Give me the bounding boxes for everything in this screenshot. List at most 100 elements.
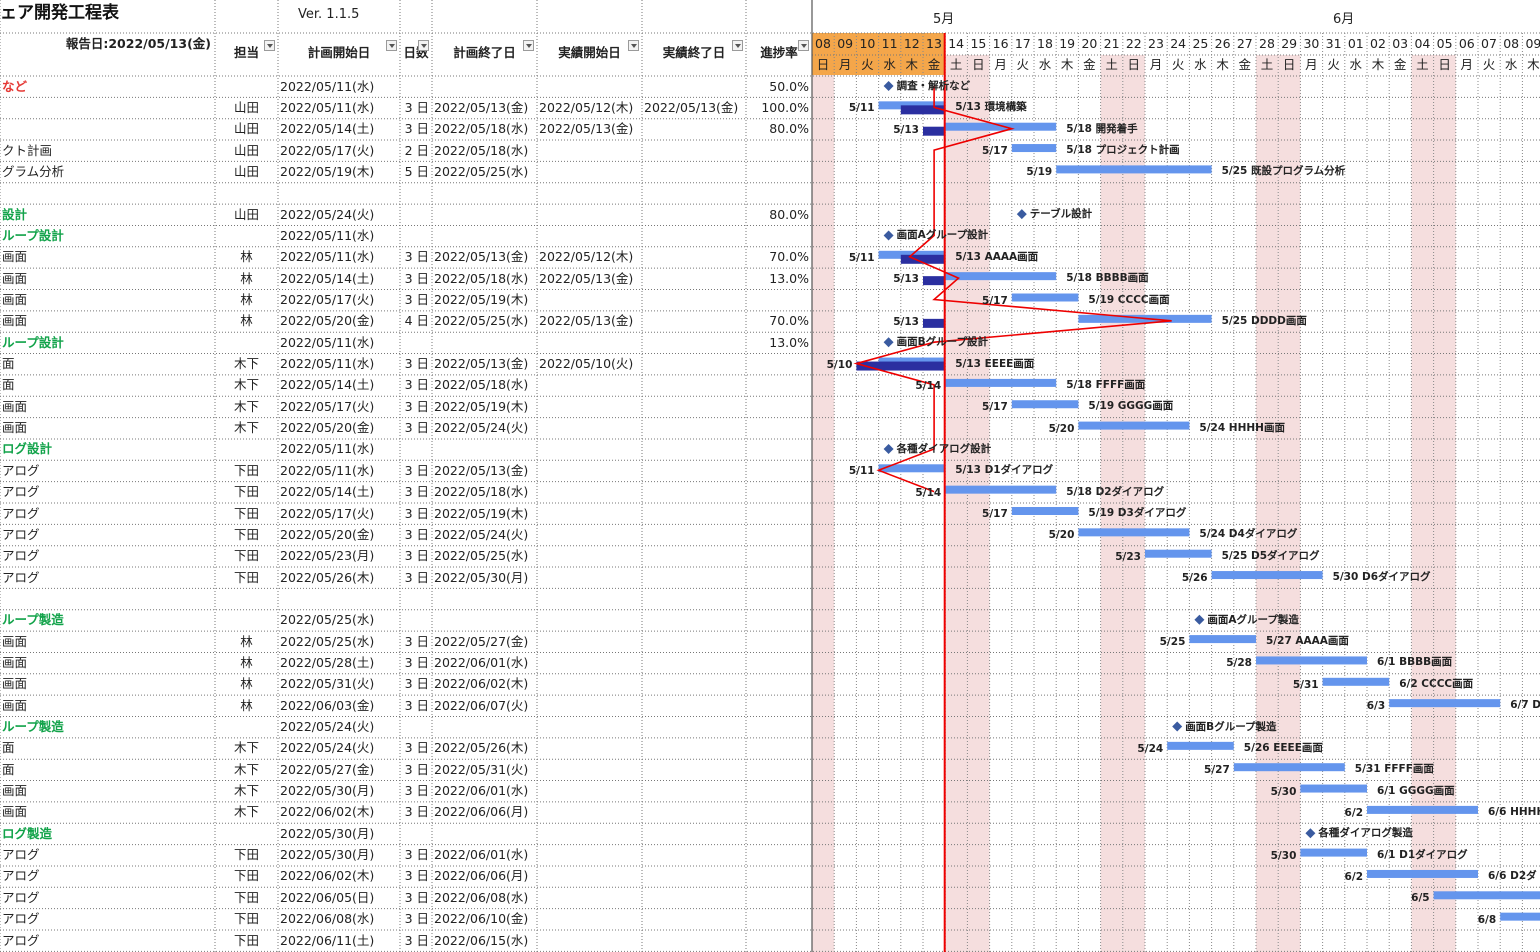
bar-end-label: 5/18 BBBB画面 xyxy=(1066,272,1149,285)
plan-bar[interactable] xyxy=(1256,656,1367,665)
plan-bar[interactable] xyxy=(945,122,1057,131)
bar-start-label: 6/2 xyxy=(1344,806,1363,819)
filter-dropdown-icon[interactable] xyxy=(386,40,397,51)
plan-bar[interactable] xyxy=(1011,293,1079,302)
plan-start-date: 2022/06/02(木) xyxy=(280,868,375,884)
plan-start-date: 2022/05/14(土) xyxy=(280,484,375,500)
task-name: アログ xyxy=(2,505,40,521)
plan-bar[interactable] xyxy=(1233,763,1345,772)
milestone-diamond-icon[interactable] xyxy=(1194,614,1205,625)
bar-start-label: 5/17 xyxy=(982,401,1008,414)
bar-start-label: 5/11 xyxy=(848,465,875,478)
bar-end-label: 6/6 D2ダ xyxy=(1488,869,1537,882)
plan-end-date: 2022/05/13(金) xyxy=(434,462,529,478)
filter-dropdown-icon[interactable] xyxy=(798,40,809,51)
task-name: など xyxy=(2,78,28,94)
filter-dropdown-icon[interactable] xyxy=(264,40,275,51)
plan-bar[interactable] xyxy=(1322,677,1390,686)
plan-start-date: 2022/05/19(木) xyxy=(280,163,375,179)
progress-rate: 50.0% xyxy=(769,78,809,94)
bar-start-label: 5/28 xyxy=(1226,657,1252,670)
bar-end-label: 5/30 D6ダイアログ xyxy=(1332,571,1431,584)
assignee: 木下 xyxy=(233,356,259,372)
plan-end-date: 2022/06/01(水) xyxy=(434,654,529,670)
milestone-diamond-icon[interactable] xyxy=(883,337,894,348)
plan-bar[interactable] xyxy=(1300,848,1367,857)
task-name: 面 xyxy=(2,356,15,372)
filter-dropdown-icon[interactable] xyxy=(732,40,743,51)
plan-end-date: 2022/06/01(水) xyxy=(434,783,529,799)
plan-bar[interactable] xyxy=(1011,400,1079,409)
plan-start-date: 2022/05/11(水) xyxy=(280,99,375,115)
bar-end-label: 5/13 EEEE画面 xyxy=(955,357,1035,370)
plan-bar[interactable] xyxy=(1300,784,1367,793)
filter-dropdown-icon[interactable] xyxy=(523,40,534,51)
plan-bar[interactable] xyxy=(945,485,1057,494)
plan-bar[interactable] xyxy=(1389,699,1501,708)
version-label: Ver. 1.1.5 xyxy=(298,7,360,22)
plan-bar[interactable] xyxy=(1011,144,1057,153)
duration: 3 日 xyxy=(404,377,429,393)
day-number-11: 19 xyxy=(1059,36,1076,51)
plan-bar[interactable] xyxy=(945,272,1057,281)
actual-bar[interactable] xyxy=(900,105,946,115)
actual-bar[interactable] xyxy=(923,276,946,286)
plan-start-date: 2022/05/24(火) xyxy=(280,740,375,756)
actual-bar[interactable] xyxy=(923,318,946,328)
bar-end-label: 5/25 既設プログラム分析 xyxy=(1221,165,1346,178)
plan-bar[interactable] xyxy=(1433,891,1540,900)
plan-bar[interactable] xyxy=(1078,528,1190,537)
weekday-9: 火 xyxy=(1016,57,1030,72)
milestone-diamond-icon[interactable] xyxy=(1172,721,1183,732)
plan-bar[interactable] xyxy=(945,378,1057,387)
filter-dropdown-icon[interactable] xyxy=(628,40,639,51)
weekday-5: 金 xyxy=(927,57,941,72)
bar-start-label: 6/5 xyxy=(1411,892,1430,905)
bar-end-label: 5/27 AAAA画面 xyxy=(1266,635,1349,648)
milestone-diamond-icon[interactable] xyxy=(1016,209,1027,220)
progress-line xyxy=(853,86,1172,493)
task-name: アログ xyxy=(2,932,40,948)
plan-start-date: 2022/05/11(水) xyxy=(280,78,375,94)
plan-bar[interactable] xyxy=(1167,741,1234,750)
filter-dropdown-icon[interactable] xyxy=(418,40,429,51)
header-tanto: 担当 xyxy=(233,45,259,60)
duration: 3 日 xyxy=(404,697,429,713)
weekend-column xyxy=(1100,55,1123,952)
milestone-diamond-icon[interactable] xyxy=(1305,828,1316,839)
actual-bar[interactable] xyxy=(856,361,946,371)
plan-bar[interactable] xyxy=(1211,571,1323,580)
day-number-12: 20 xyxy=(1081,36,1098,51)
assignee: 木下 xyxy=(233,740,259,756)
milestone-diamond-icon[interactable] xyxy=(883,230,894,241)
plan-bar[interactable] xyxy=(1189,635,1256,644)
plan-end-date: 2022/05/25(水) xyxy=(434,313,529,329)
plan-bar[interactable] xyxy=(1500,912,1540,921)
milestone-diamond-icon[interactable] xyxy=(883,443,894,454)
weekday-22: 月 xyxy=(1305,57,1318,72)
plan-bar[interactable] xyxy=(1078,421,1190,430)
plan-start-date: 2022/05/25(水) xyxy=(280,612,375,628)
plan-end-date: 2022/06/02(木) xyxy=(434,676,529,692)
plan-bar[interactable] xyxy=(1056,165,1212,174)
task-name: 画面 xyxy=(2,249,28,265)
progress-rate: 70.0% xyxy=(769,313,809,329)
plan-end-date: 2022/05/19(木) xyxy=(434,292,529,307)
plan-bar[interactable] xyxy=(1367,805,1478,814)
weekday-29: 月 xyxy=(1460,57,1474,72)
plan-bar[interactable] xyxy=(1367,869,1478,878)
milestone-diamond-icon[interactable] xyxy=(883,81,894,91)
bar-end-label: 5/25 DDDD画面 xyxy=(1221,314,1307,327)
actual-bar[interactable] xyxy=(900,254,946,264)
actual-bar[interactable] xyxy=(923,126,946,136)
actual-start-date: 2022/05/12(木) xyxy=(539,99,634,115)
task-name: アログ xyxy=(2,847,40,863)
bar-end-label: 6/6 HHHH xyxy=(1488,805,1540,818)
header-actual-start: 実績開始日 xyxy=(558,45,621,60)
plan-bar[interactable] xyxy=(1145,549,1212,558)
day-number-27: 04 xyxy=(1414,36,1431,51)
plan-bar[interactable] xyxy=(1011,507,1079,515)
plan-bar[interactable] xyxy=(878,464,946,473)
bar-end-label: 5/19 GGGG画面 xyxy=(1088,400,1174,413)
